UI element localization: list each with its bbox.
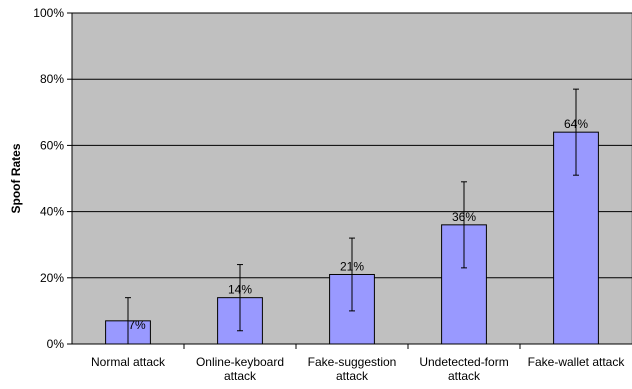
data-label: 7% — [128, 318, 146, 332]
data-label: 64% — [564, 117, 588, 131]
x-tick-label: Fake-wallet attack — [528, 355, 626, 369]
x-tick-label: attack — [448, 369, 481, 383]
y-tick-label: 20% — [40, 271, 64, 285]
data-label: 21% — [340, 259, 364, 273]
x-tick-label: Fake-suggestion — [308, 355, 397, 369]
y-tick-label: 40% — [40, 205, 64, 219]
x-tick-label: attack — [224, 369, 257, 383]
data-label: 36% — [452, 210, 476, 224]
y-tick-label: 60% — [40, 138, 64, 152]
data-label: 14% — [228, 283, 252, 297]
y-tick-label: 100% — [33, 6, 64, 20]
x-tick-label: Normal attack — [91, 355, 166, 369]
y-tick-label: 0% — [47, 337, 65, 351]
x-tick-label: attack — [336, 369, 369, 383]
y-axis-label: Spoof Rates — [9, 143, 23, 213]
y-tick-label: 80% — [40, 72, 64, 86]
x-tick-label: Undetected-form — [419, 355, 508, 369]
x-tick-label: Online-keyboard — [196, 355, 284, 369]
